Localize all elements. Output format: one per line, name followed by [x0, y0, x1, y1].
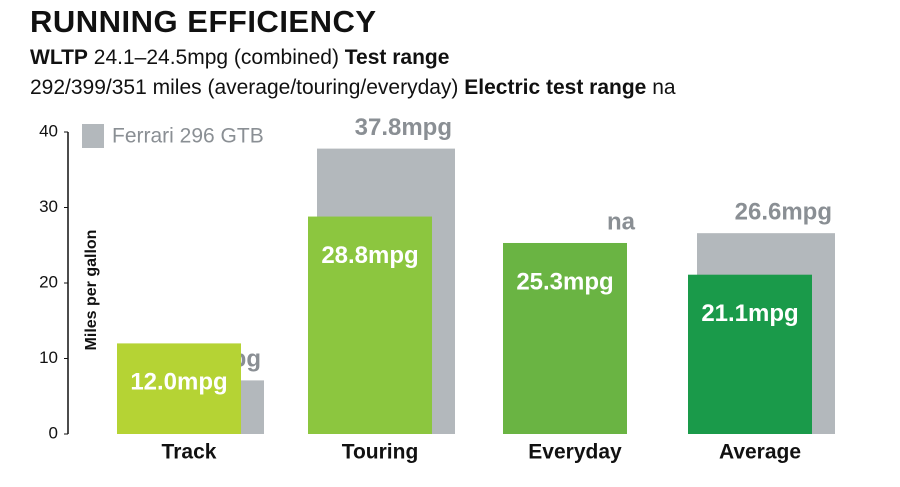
y-tick-label: 40 [39, 121, 58, 140]
value-label: na [607, 208, 636, 235]
subtitle-part: WLTP [30, 46, 88, 69]
subtitle-part: Electric test range [464, 76, 646, 99]
y-tick-label: 0 [49, 423, 58, 442]
value-label: 21.1mpg [701, 300, 798, 327]
y-axis-label: Miles per gallon [83, 230, 100, 351]
subtitle-part: 292/399/351 miles (average/touring/every… [30, 76, 458, 99]
x-tick-label: Track [162, 441, 217, 464]
legend-swatch [82, 124, 104, 148]
bar [503, 242, 627, 434]
subtitle-part: na [652, 76, 676, 99]
bar [117, 343, 241, 434]
bar [688, 274, 812, 434]
legend-label: Ferrari 296 GTB [112, 125, 264, 148]
y-tick-label: 10 [39, 348, 58, 367]
chart-title: RUNNING EFFICIENCY [30, 4, 377, 39]
subtitle-line: WLTP 24.1–24.5mpg (combined) Test range [30, 46, 449, 69]
x-tick-label: Touring [342, 441, 419, 464]
subtitle-line: 292/399/351 miles (average/touring/every… [30, 76, 676, 99]
bar [308, 216, 432, 434]
value-label: 12.0mpg [130, 369, 227, 396]
subtitle-part: 24.1–24.5mpg (combined) [94, 46, 339, 69]
value-label: 28.8mpg [321, 242, 418, 269]
y-tick-label: 20 [39, 272, 58, 291]
x-tick-label: Everyday [528, 441, 622, 464]
subtitle-part: Test range [345, 46, 450, 69]
x-tick-label: Average [719, 441, 801, 464]
value-label: 37.8mpg [355, 114, 452, 141]
y-tick-label: 30 [39, 197, 58, 216]
value-label: 25.3mpg [516, 268, 613, 295]
subtitle: WLTP 24.1–24.5mpg (combined) Test range … [30, 46, 676, 99]
value-label: 26.6mpg [735, 199, 832, 226]
